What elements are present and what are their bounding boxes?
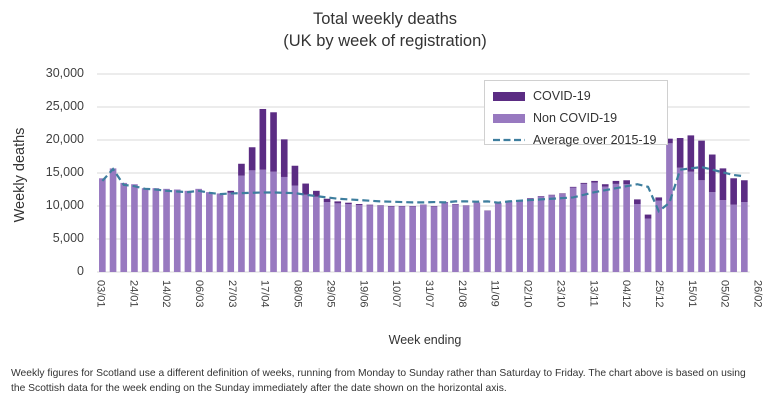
svg-text:30,000: 30,000 (46, 66, 84, 80)
svg-text:08/05: 08/05 (292, 280, 304, 308)
svg-text:02/10: 02/10 (522, 280, 534, 308)
svg-text:27/03: 27/03 (226, 280, 238, 308)
svg-text:5,000: 5,000 (53, 231, 84, 245)
svg-text:24/01: 24/01 (127, 280, 139, 308)
svg-text:06/03: 06/03 (193, 280, 205, 308)
svg-text:0: 0 (77, 264, 84, 278)
svg-text:26/02: 26/02 (752, 280, 764, 308)
svg-text:03/01: 03/01 (94, 280, 106, 308)
svg-text:14/02: 14/02 (160, 280, 172, 308)
svg-text:25/12: 25/12 (653, 280, 665, 308)
svg-text:10,000: 10,000 (46, 198, 84, 212)
svg-text:20,000: 20,000 (46, 132, 84, 146)
svg-text:23/10: 23/10 (554, 280, 566, 308)
svg-text:21/08: 21/08 (456, 280, 468, 308)
svg-text:25,000: 25,000 (46, 99, 84, 113)
svg-text:13/11: 13/11 (587, 280, 599, 307)
svg-text:31/07: 31/07 (423, 280, 435, 308)
svg-text:10/07: 10/07 (390, 280, 402, 308)
svg-text:04/12: 04/12 (620, 280, 632, 308)
svg-text:19/06: 19/06 (357, 280, 369, 308)
svg-text:15/01: 15/01 (686, 280, 698, 308)
svg-text:15,000: 15,000 (46, 165, 84, 179)
svg-text:17/04: 17/04 (259, 280, 271, 308)
svg-text:29/05: 29/05 (324, 280, 336, 308)
svg-text:11/09: 11/09 (489, 280, 501, 307)
svg-text:05/02: 05/02 (719, 280, 731, 308)
